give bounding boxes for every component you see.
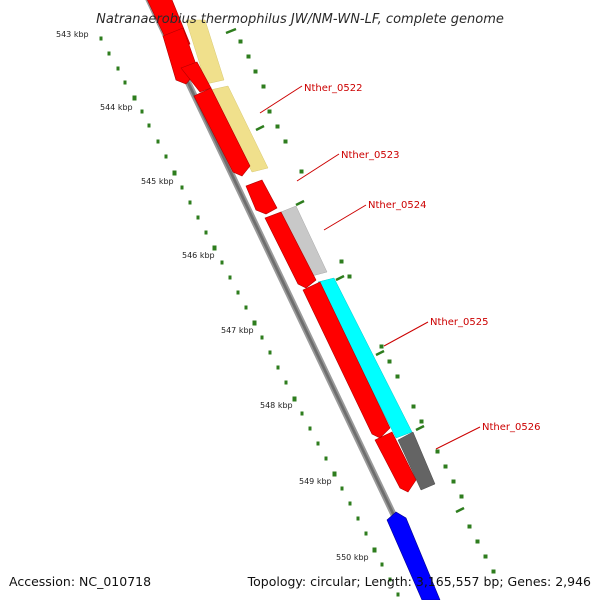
cds-arrow-0522b [193,87,251,177]
tick-label-544: 544 kbp [100,103,133,112]
leader-0524 [323,204,367,231]
cds-reverse [386,511,441,600]
gene-label-0523: Nther_0523 [341,150,399,161]
gene-label-0525: Nther_0525 [430,317,488,328]
cds-forward [147,0,417,493]
tick-label-548: 548 kbp [260,401,293,410]
cds-arrow-0525 [302,281,391,439]
gene-leaders [259,85,481,450]
gene-label-0526: Nther_0526 [482,422,540,433]
cds-arrow-0524 [264,211,317,289]
gene-label-0522: Nther_0522 [304,83,362,94]
map-title: Natranaerobius thermophilus JW/NM-WN-LF,… [96,12,504,27]
leader-0523 [296,153,340,182]
gene-labels: Nther_0522 Nther_0523 Nther_0524 Nther_0… [304,83,540,433]
tick-label-550: 550 kbp [336,553,369,562]
leader-0522 [259,85,303,114]
leader-0525 [383,321,429,347]
inner-scale-dots [99,36,400,597]
cds-arrow-0523 [245,179,278,215]
cds-arrow-reverse [386,511,441,600]
scale-ticks [99,27,496,597]
leader-0526 [435,426,481,450]
cds-arrow-0526 [374,431,417,493]
accession-text: Accession: NC_010718 [9,574,151,589]
tick-label-543: 543 kbp [56,30,89,39]
feature-darkgray-0526 [397,431,436,491]
tick-label-549: 549 kbp [299,477,332,486]
genome-backbone [145,0,438,600]
tick-labels: 543 kbp 544 kbp 545 kbp 546 kbp 547 kbp … [56,30,369,562]
tick-label-545: 545 kbp [141,177,174,186]
genome-summary-text: Topology: circular; Length: 3,165,557 bp… [247,574,591,589]
outer-scale-dots [238,39,496,574]
gene-label-0524: Nther_0524 [368,200,426,211]
tick-label-547: 547 kbp [221,326,254,335]
outer-major-ticks [225,27,465,514]
tick-label-546: 546 kbp [182,251,215,260]
feature-khaki-0522 [185,19,225,85]
